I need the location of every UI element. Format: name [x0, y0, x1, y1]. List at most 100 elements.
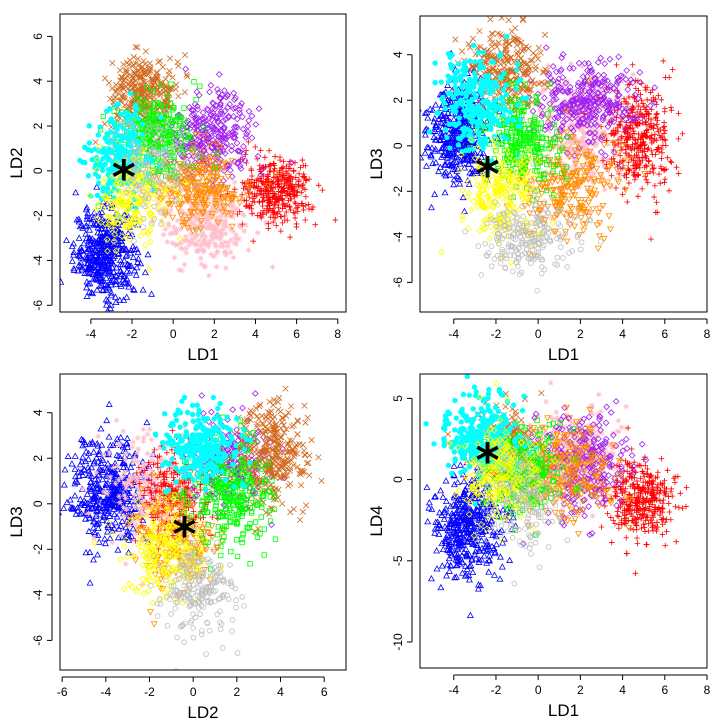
data-point [225, 239, 232, 246]
data-point [657, 127, 664, 133]
data-point [75, 234, 83, 241]
data-point [135, 158, 141, 165]
data-point [243, 222, 249, 228]
data-point [617, 72, 625, 80]
data-point [605, 141, 611, 148]
data-point [86, 214, 94, 221]
data-point [178, 149, 184, 155]
data-point [89, 270, 97, 278]
data-point [118, 111, 124, 118]
data-point [306, 176, 312, 182]
data-point [230, 123, 238, 131]
data-point [521, 203, 529, 210]
data-point [315, 182, 322, 189]
data-point [217, 100, 224, 108]
data-point [572, 160, 580, 168]
data-point [534, 90, 542, 98]
data-point [210, 112, 218, 120]
data-point [195, 169, 203, 176]
data-point [254, 152, 262, 160]
data-point [648, 135, 655, 141]
data-point [96, 282, 104, 289]
data-point [88, 288, 95, 296]
data-point [554, 178, 562, 185]
data-point [137, 72, 144, 80]
data-point [227, 167, 234, 174]
data-point [102, 192, 110, 200]
data-point [220, 226, 226, 233]
data-point [654, 110, 660, 117]
data-point [614, 74, 621, 82]
data-point [591, 129, 599, 137]
data-point [652, 182, 658, 189]
data-point [104, 247, 111, 255]
data-point [564, 107, 571, 115]
data-point [591, 171, 598, 177]
data-point [189, 164, 196, 172]
data-point [195, 229, 201, 235]
data-point [641, 104, 647, 110]
data-point [296, 177, 302, 183]
data-point [285, 197, 292, 204]
data-point [120, 61, 127, 68]
data-point [597, 172, 605, 179]
data-point [175, 181, 182, 187]
data-point [107, 106, 113, 112]
data-point [126, 262, 134, 269]
data-point [526, 66, 533, 73]
data-point [236, 147, 244, 155]
data-point [272, 171, 280, 178]
data-point [208, 122, 216, 129]
data-point [83, 292, 91, 299]
data-point [145, 121, 152, 127]
data-point [144, 128, 151, 134]
data-point [556, 108, 563, 116]
data-point [120, 189, 128, 197]
data-point [642, 152, 649, 159]
data-point [135, 115, 142, 122]
data-point [661, 167, 667, 174]
y-tick-label: 6 [31, 33, 45, 40]
data-point [144, 109, 151, 116]
data-point [288, 184, 294, 191]
data-point [450, 128, 458, 135]
data-point [570, 65, 577, 72]
data-point [187, 222, 194, 228]
data-point [106, 146, 113, 152]
data-point [176, 164, 184, 171]
data-point [137, 80, 144, 87]
data-point [432, 121, 440, 128]
data-point [211, 223, 218, 230]
data-point [547, 157, 553, 164]
data-point [117, 260, 124, 268]
data-point [594, 79, 602, 87]
data-point [112, 197, 120, 205]
data-point [214, 85, 221, 93]
data-point [450, 175, 458, 183]
data-point [198, 210, 205, 217]
data-point [280, 158, 287, 165]
data-point [582, 112, 589, 119]
data-point [579, 123, 585, 130]
data-point [605, 117, 612, 124]
data-point [120, 85, 127, 92]
data-point [87, 245, 95, 252]
data-point [190, 139, 198, 147]
data-point [529, 107, 537, 115]
data-point [158, 114, 164, 121]
data-point [646, 111, 652, 118]
data-point [557, 194, 565, 202]
data-point [230, 254, 237, 261]
data-point [585, 138, 593, 146]
data-point [256, 198, 263, 205]
data-point [575, 87, 582, 94]
data-point [122, 68, 130, 75]
data-point [152, 123, 159, 130]
data-point [656, 171, 662, 177]
data-point [608, 156, 615, 162]
data-point [181, 175, 189, 183]
data-point [140, 228, 148, 235]
data-point [153, 204, 161, 212]
data-point [197, 83, 203, 89]
